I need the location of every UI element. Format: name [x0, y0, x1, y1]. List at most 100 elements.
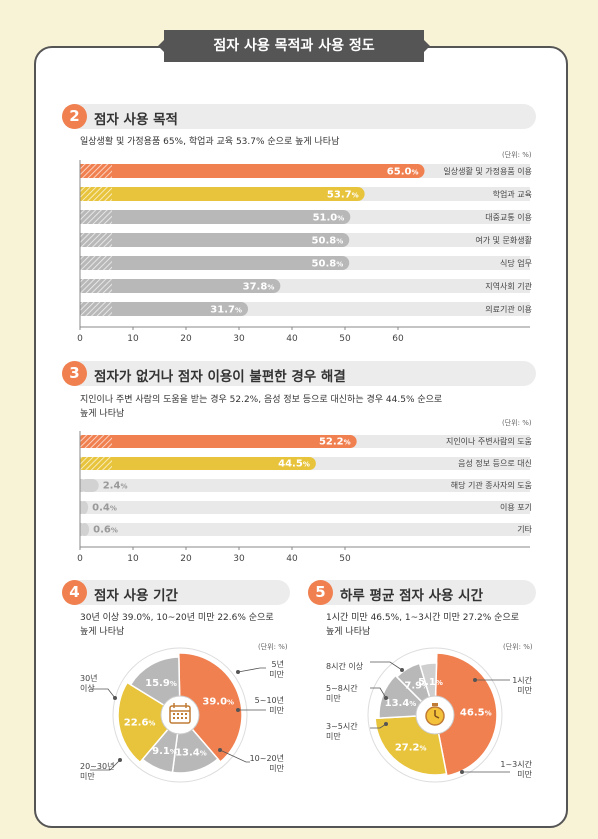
category-label: 해당 기관 종사자의 도움 — [451, 480, 532, 490]
bar-body — [80, 457, 306, 470]
x-tick-label: 60 — [392, 334, 404, 344]
section-4-unit: (단위: %) — [258, 643, 288, 651]
value-label: 50.8% — [312, 259, 344, 270]
bar-hatch — [80, 164, 112, 178]
section-3-number: 3 — [62, 361, 87, 386]
section-2-header: 2 점자 사용 목적 — [62, 104, 536, 129]
leader-line — [370, 661, 403, 671]
value-label: 37.8% — [243, 282, 275, 293]
leader-dot — [118, 758, 122, 762]
category-label: 기타 — [517, 525, 532, 534]
category-label: 대중교통 이용 — [485, 212, 532, 222]
slice-value-label: 9.1% — [152, 746, 177, 757]
leader-line — [219, 749, 250, 763]
category-label: 학업과 교육 — [493, 189, 532, 199]
x-tick-label: 40 — [286, 554, 298, 564]
slice-value-label: 22.6% — [124, 717, 156, 728]
leader-dot — [218, 748, 222, 752]
label-10-20-years: 10~20년 미만 — [249, 754, 284, 773]
slice-value-label: 13.4% — [175, 748, 207, 759]
label-5-10-years: 5~10년 미만 — [254, 696, 284, 715]
bar-body — [80, 435, 347, 448]
slice-value-label: 7.9% — [404, 680, 429, 691]
bar-hatch — [80, 187, 112, 201]
bar-hatch — [80, 279, 112, 293]
bar-body — [80, 302, 239, 316]
section-3-header: 3 점자가 없거나 점자 이용이 불편한 경우 해결 — [62, 361, 536, 386]
main-title: 점자 사용 목적과 사용 정도 — [158, 30, 430, 62]
category-label: 지인이나 주변사람의 도움 — [446, 436, 532, 446]
category-label: 이용 포기 — [500, 502, 532, 512]
x-tick-label: 30 — [233, 554, 245, 564]
leader-line — [237, 667, 266, 673]
x-tick-label: 0 — [77, 334, 83, 344]
label-1-3-hours: 1~3시간 미만 — [500, 760, 532, 779]
leader-dot — [384, 722, 388, 726]
section-4-summary-line2: 높게 나타남 — [80, 627, 125, 637]
label-3-5-hours: 3~5시간 미만 — [326, 722, 358, 741]
category-label: 지역사회 기관 — [485, 281, 532, 291]
bar-hatch — [80, 302, 112, 316]
bar-hatch — [80, 210, 112, 224]
section-2-summary: 일상생활 및 가정용품 65%, 학업과 교육 53.7% 순으로 높게 나타남 — [80, 137, 340, 147]
leader-dot — [384, 696, 388, 700]
category-label: 일상생활 및 가정용품 이용 — [443, 166, 532, 176]
bar-hatch — [80, 435, 112, 448]
section-2-number: 2 — [62, 104, 87, 129]
leader-dot — [236, 708, 240, 712]
period-pie-chart: 39.0% 13.4%9.1% 22.6% 15.9% — [90, 647, 266, 783]
bar-body — [80, 233, 340, 247]
x-tick-label: 20 — [180, 334, 192, 344]
section-3-title: 점자가 없거나 점자 이용이 불편한 경우 해결 — [94, 369, 346, 385]
leader-dot — [473, 678, 477, 682]
label-30-years: 30년 이상 — [80, 674, 98, 693]
bar — [80, 479, 99, 492]
bar-body — [80, 256, 340, 270]
x-tick-label: 50 — [339, 554, 351, 564]
value-label: 31.7% — [210, 305, 242, 316]
bar-body — [80, 187, 355, 201]
x-tick-label: 10 — [127, 334, 139, 344]
pie-slice — [117, 681, 182, 764]
leader-dot — [113, 696, 117, 700]
leader-line — [370, 723, 387, 729]
slice-value-label: 27.2% — [395, 742, 427, 753]
label-20-30-years: 20~30년 미만 — [80, 762, 115, 781]
section-5-header: 5 하루 평균 점자 사용 시간 — [308, 580, 536, 605]
solution-bar-chart: 52.2% 지인이나 주변사람의 도움 44.5% 음성 정보 등으로 대신 2.4% 해… — [77, 431, 533, 564]
leader-dot — [460, 770, 464, 774]
section-4-summary-line1: 30년 이상 39.0%, 10~20년 미만 22.6% 순으로 — [80, 613, 274, 623]
slice-value-label: 13.4% — [385, 698, 417, 709]
label-under-5-years: 5년 미만 — [269, 660, 284, 679]
section-5-summary-line1: 1시간 미만 46.5%, 1~3시간 미만 27.2% 순으로 — [326, 613, 520, 623]
section-4-title: 점자 사용 기간 — [94, 588, 178, 604]
bar-hatch — [80, 457, 112, 470]
section-4-header: 4 점자 사용 기간 — [62, 580, 290, 605]
value-label: 2.4% — [103, 481, 128, 492]
value-label: 53.7% — [327, 190, 359, 201]
value-label: 0.6% — [93, 525, 118, 536]
pie-center — [160, 695, 200, 735]
value-label: 0.4% — [92, 503, 117, 514]
bar-body — [80, 479, 83, 492]
section-3-summary-line2: 높게 나타남 — [80, 409, 125, 419]
x-tick-label: 50 — [339, 334, 351, 344]
leader-line — [90, 759, 121, 771]
bar — [80, 501, 89, 514]
category-label: 의료기관 이용 — [485, 304, 532, 314]
section-2-title: 점자 사용 목적 — [94, 112, 178, 128]
x-tick-label: 30 — [233, 334, 245, 344]
slice-value-label: 15.9% — [145, 678, 177, 689]
value-label: 65.0% — [387, 167, 419, 178]
bar — [80, 523, 90, 536]
x-tick-label: 10 — [127, 554, 139, 564]
value-label: 44.5% — [278, 459, 310, 470]
purpose-bar-chart: 65.0% 일상생활 및 가정용품 이용 53.7% 학업과 교육 51.0% 대중교통 … — [77, 160, 533, 344]
bar-track — [80, 479, 530, 492]
leader-dot — [236, 670, 240, 674]
bar-body — [80, 210, 341, 224]
label-5-8-hours: 5~8시간 미만 — [326, 684, 358, 703]
slice-value-label: 39.0% — [202, 696, 234, 707]
pie-slice — [434, 652, 498, 777]
category-label: 식당 업무 — [500, 258, 532, 268]
